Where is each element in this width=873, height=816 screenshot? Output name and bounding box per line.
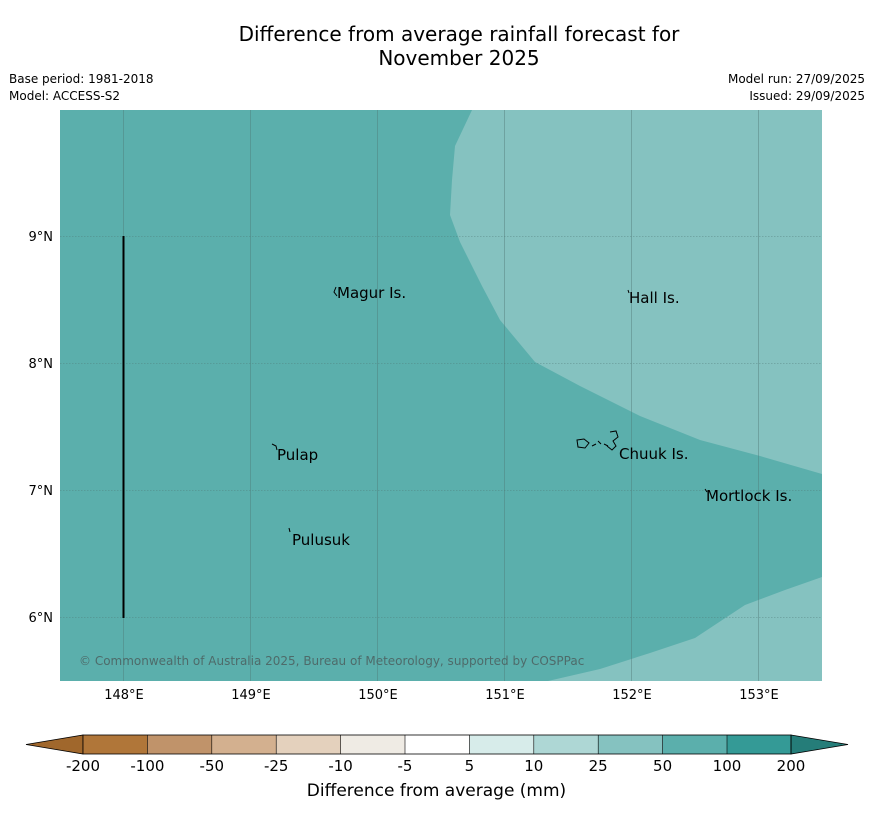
island-mortlock [704, 488, 708, 493]
colorbar-swatch-5 [340, 735, 405, 754]
colorbar: -200 -100 -50 -25 -10 -5 5 10 25 50 100 … [25, 734, 849, 775]
lon-tick-153e: 153°E [739, 688, 779, 703]
colorbar-extend-low [25, 734, 84, 755]
lat-tick-labels: 9°N 8°N 7°N 6°N [29, 230, 54, 626]
model-text: Model: ACCESS-S2 [9, 89, 121, 103]
lon-tick-152e: 152°E [612, 688, 652, 703]
colorbar-swatch-6 [405, 735, 470, 754]
colorbar-tick-7: 10 [524, 757, 543, 775]
island-chuuk-west [576, 438, 590, 449]
colorbar-tick-10: 100 [713, 757, 742, 775]
place-label-magur: Magur Is. [337, 284, 406, 302]
colorbar-tick-0: -200 [66, 757, 100, 775]
lon-tick-labels: 148°E 149°E 150°E 151°E 152°E 153°E [104, 688, 779, 703]
colorbar-tick-5: -5 [398, 757, 413, 775]
lon-tick-150e: 150°E [358, 688, 398, 703]
title-line-2: November 2025 [378, 46, 540, 70]
place-label-pulusuk: Pulusuk [292, 531, 350, 549]
copyright-text: © Commonwealth of Australia 2025, Bureau… [79, 654, 584, 668]
island-hall [627, 289, 630, 294]
colorbar-label: Difference from average (mm) [306, 781, 567, 801]
lat-tick-9n: 9°N [29, 230, 54, 245]
lon-tick-149e: 149°E [231, 688, 271, 703]
lat-tick-8n: 8°N [29, 357, 54, 372]
colorbar-tick-1: -100 [130, 757, 164, 775]
lon-tick-151e: 151°E [485, 688, 525, 703]
lon-tick-148e: 148°E [104, 688, 144, 703]
colorbar-tick-4: -10 [328, 757, 353, 775]
colorbar-tick-8: 25 [589, 757, 608, 775]
map-area: Magur Is. Hall Is. Pulap Chuuk Is. Mortl… [60, 110, 822, 681]
colorbar-swatch-11 [727, 735, 791, 754]
island-magur [333, 286, 338, 297]
lat-tick-7n: 7°N [29, 484, 54, 499]
colorbar-tick-9: 50 [653, 757, 672, 775]
colorbar-swatch-8 [533, 735, 599, 754]
meta-left: Base period: 1981-2018 Model: ACCESS-S2 [9, 71, 154, 105]
colorbar-swatch-3 [211, 735, 277, 754]
island-pulap [271, 443, 278, 451]
colorbar-swatch-2 [147, 735, 212, 754]
fill-region-10-25-north [450, 110, 822, 474]
meta-right: Model run: 27/09/2025 Issued: 29/09/2025 [728, 71, 865, 105]
colorbar-tick-2: -50 [200, 757, 225, 775]
title-line-1: Difference from average rainfall forecas… [238, 22, 680, 46]
island-chuuk-east [591, 430, 619, 451]
island-pulusuk [288, 527, 291, 533]
place-label-chuuk: Chuuk Is. [619, 445, 688, 463]
colorbar-swatch-9 [598, 735, 663, 754]
colorbar-swatch-7 [469, 735, 534, 754]
colorbar-swatch-4 [276, 735, 341, 754]
lat-tick-6n: 6°N [29, 611, 54, 626]
island-outlines [271, 286, 708, 533]
colorbar-swatch-1 [83, 735, 148, 754]
colorbar-frame [82, 734, 792, 755]
colorbar-tick-11: 200 [777, 757, 806, 775]
colorbar-swatch-10 [662, 735, 727, 754]
colorbar-tick-labels: -200 -100 -50 -25 -10 -5 5 10 25 50 100 … [66, 757, 805, 775]
model-run-text: Model run: 27/09/2025 [727, 72, 865, 86]
fill-region-10-25-south [548, 577, 822, 681]
issued-text: Issued: 29/09/2025 [749, 89, 865, 103]
colorbar-tick-6: 5 [465, 757, 475, 775]
base-period-text: Base period: 1981-2018 [9, 72, 154, 86]
colorbar-dividers [147, 735, 728, 754]
map-title: Difference from average rainfall forecas… [0, 22, 873, 70]
colorbar-extend-high [790, 734, 849, 755]
place-label-pulap: Pulap [277, 446, 318, 464]
place-labels: Magur Is. Hall Is. Pulap Chuuk Is. Mortl… [277, 284, 792, 549]
place-label-mortlock: Mortlock Is. [706, 487, 792, 505]
place-label-hall: Hall Is. [629, 289, 680, 307]
colorbar-tick-3: -25 [264, 757, 289, 775]
